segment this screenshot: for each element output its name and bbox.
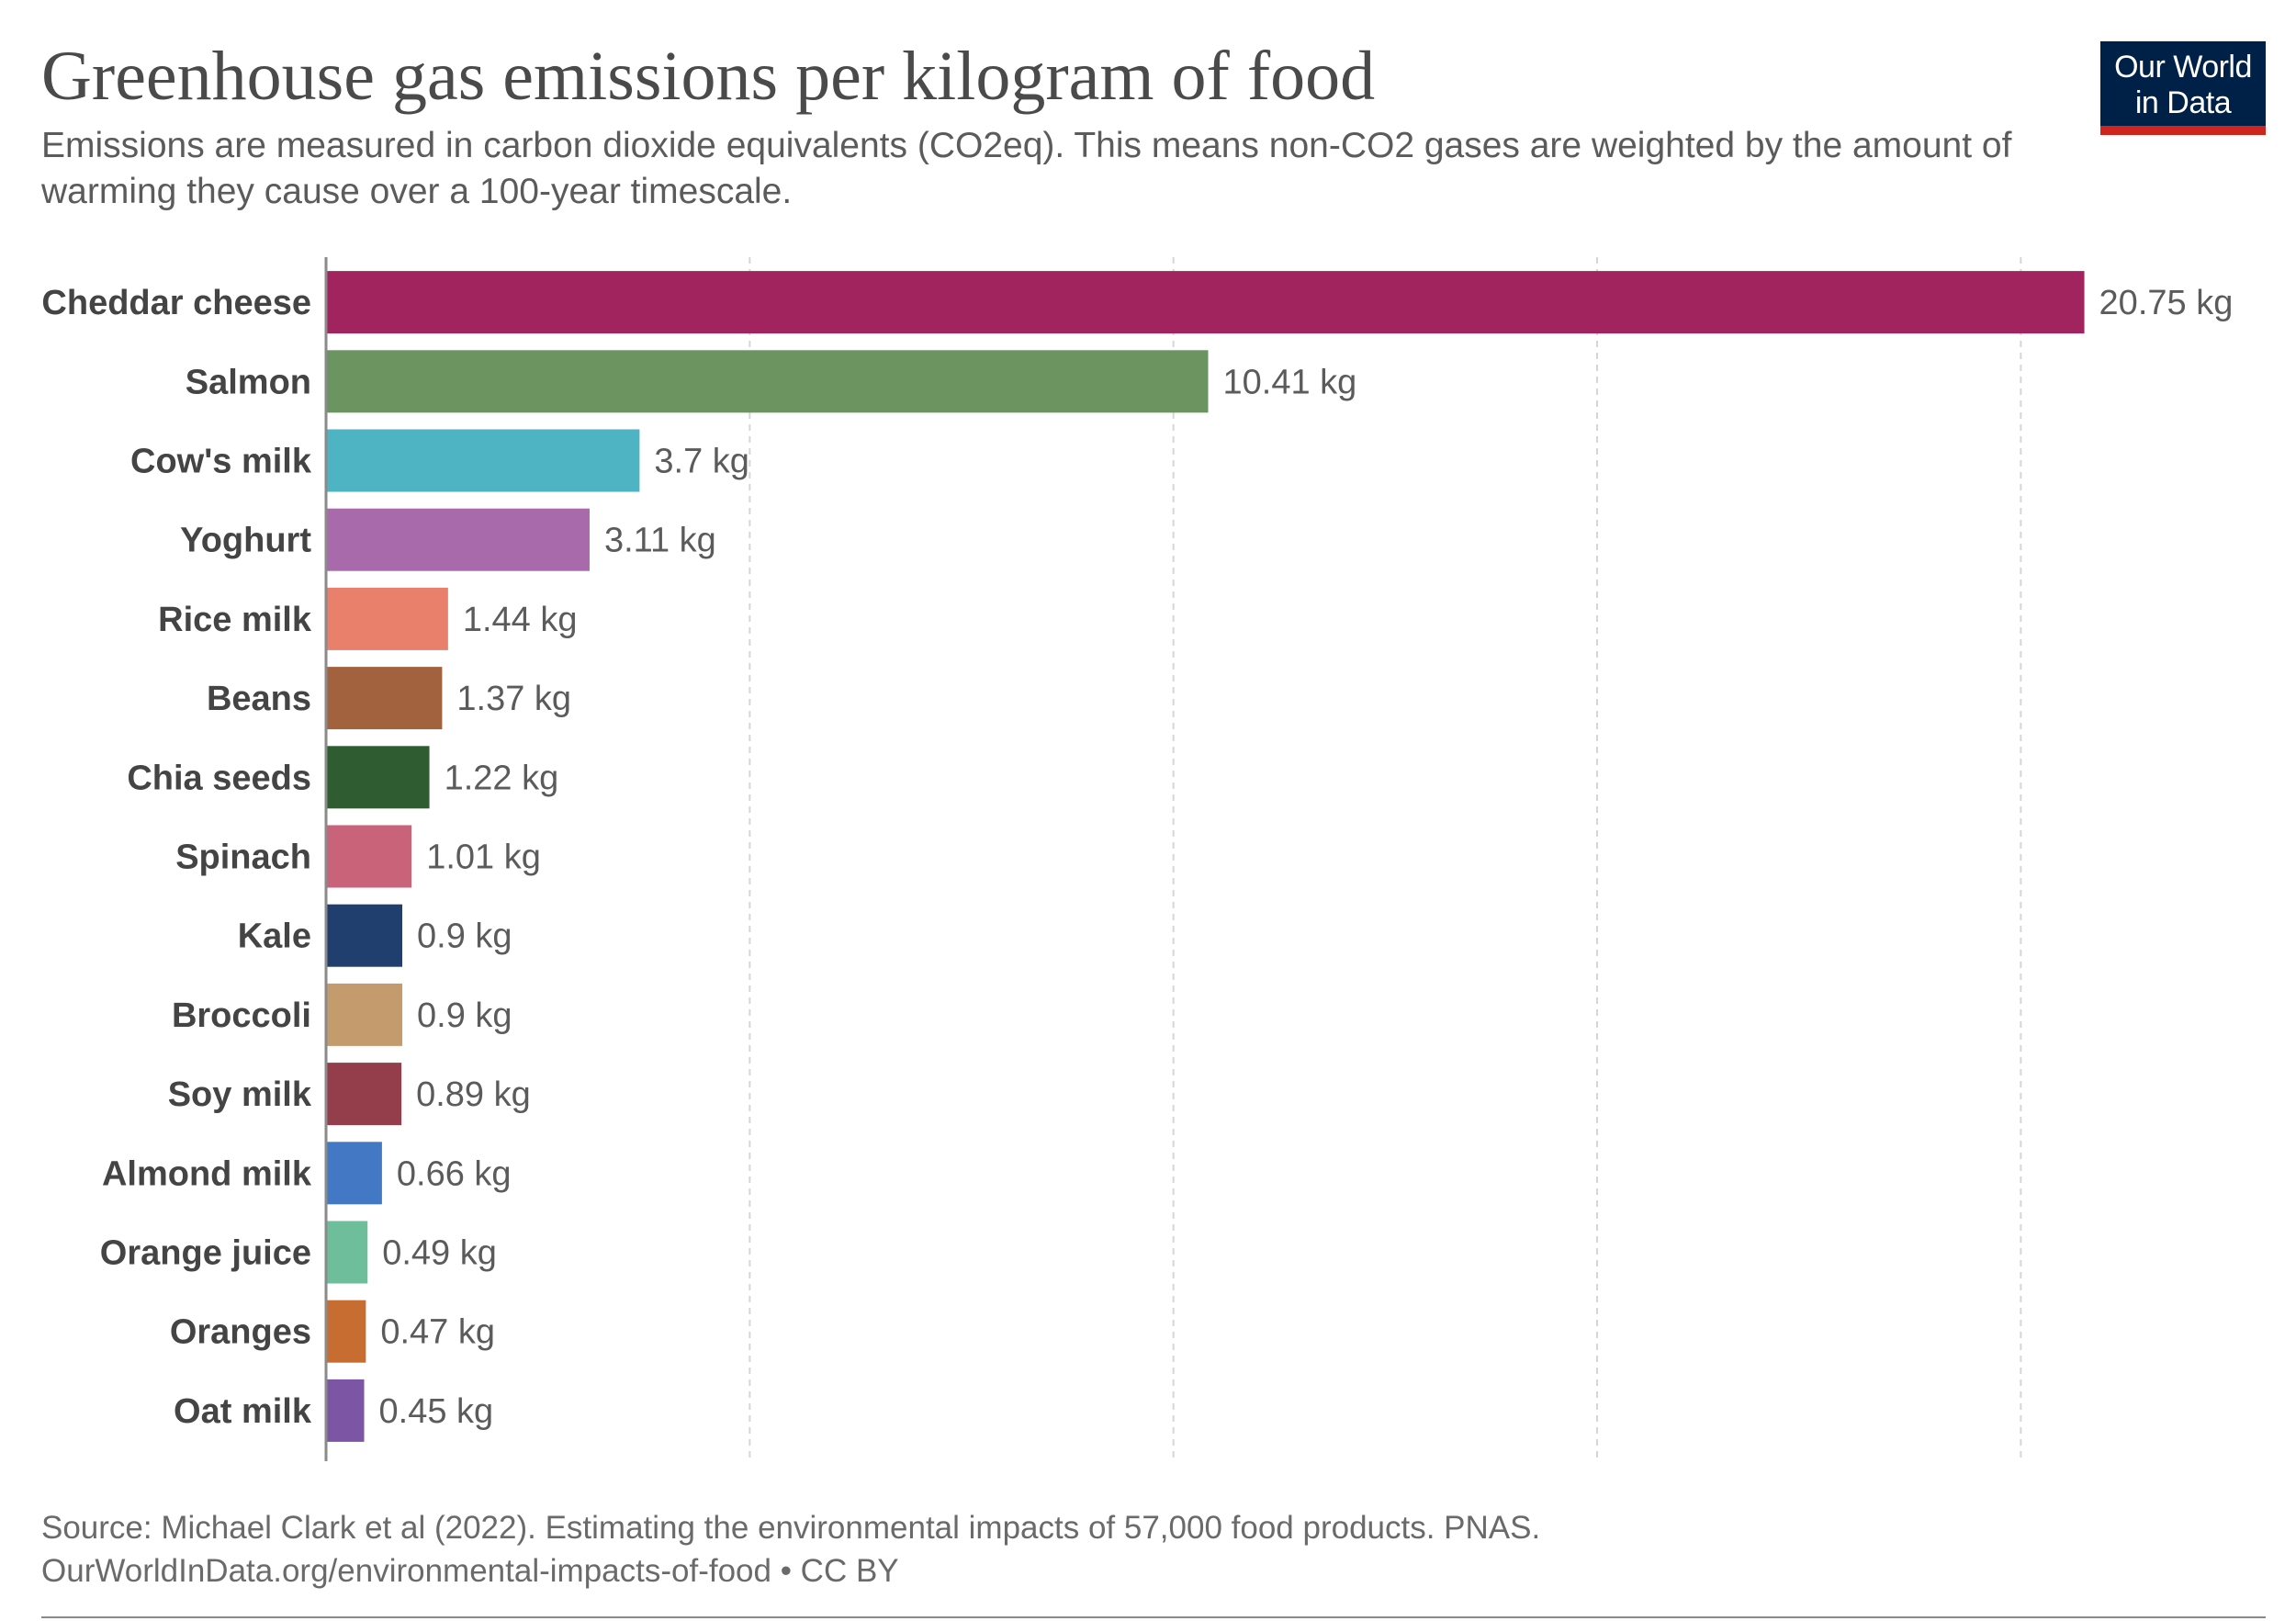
value-label: 0.49 kg xyxy=(382,1234,497,1273)
category-label: Kale xyxy=(238,917,311,956)
value-label: 10.41 kg xyxy=(1223,363,1357,401)
category-label: Soy milk xyxy=(168,1075,312,1114)
value-label: 0.45 kg xyxy=(379,1392,494,1431)
value-label: 3.7 kg xyxy=(654,443,749,481)
category-label: Salmon xyxy=(186,363,311,401)
value-label: 1.44 kg xyxy=(463,601,578,639)
bar-oranges[interactable] xyxy=(326,1300,366,1363)
value-label: 3.11 kg xyxy=(604,522,716,560)
category-label: Chia seeds xyxy=(127,759,311,797)
source-line-2[interactable]: OurWorldInData.org/environmental-impacts… xyxy=(41,1553,899,1589)
logo-line-2: in Data xyxy=(2134,85,2232,120)
category-label: Yoghurt xyxy=(180,522,311,560)
chart-title: Greenhouse gas emissions per kilogram of… xyxy=(41,38,1376,115)
bar-salmon[interactable] xyxy=(326,350,1209,413)
bar-kale[interactable] xyxy=(326,904,403,967)
bar-spinach[interactable] xyxy=(326,825,412,888)
value-label: 20.75 kg xyxy=(2099,284,2234,322)
source-line-1: Source: Michael Clark et al (2022). Esti… xyxy=(41,1510,1541,1546)
category-label: Oat milk xyxy=(174,1392,312,1431)
bar-soy-milk[interactable] xyxy=(326,1063,402,1126)
logo-line-1: Our World xyxy=(2114,50,2252,84)
bar-orange-juice[interactable] xyxy=(326,1221,368,1284)
bar-rice-milk[interactable] xyxy=(326,587,448,650)
bar-cheddar-cheese[interactable] xyxy=(326,271,2085,334)
category-label: Rice milk xyxy=(158,601,312,639)
value-label: 0.9 kg xyxy=(417,917,512,956)
bar-cow-s-milk[interactable] xyxy=(326,429,640,492)
bar-yoghurt[interactable] xyxy=(326,508,590,571)
value-label: 0.9 kg xyxy=(417,996,512,1035)
value-label: 0.47 kg xyxy=(380,1313,495,1352)
bar-beans[interactable] xyxy=(326,667,443,730)
bar-broccoli[interactable] xyxy=(326,983,403,1046)
bar-chia-seeds[interactable] xyxy=(326,746,430,809)
category-label: Cheddar cheese xyxy=(41,284,311,322)
source-note: Source: Michael Clark et al (2022). Esti… xyxy=(41,1506,1540,1593)
category-label: Broccoli xyxy=(172,996,311,1035)
category-label: Almond milk xyxy=(102,1154,312,1193)
value-label: 1.01 kg xyxy=(426,839,541,877)
bar-almond-milk[interactable] xyxy=(326,1142,382,1205)
value-label: 1.22 kg xyxy=(445,759,559,797)
value-label: 0.89 kg xyxy=(416,1075,531,1114)
bottom-divider xyxy=(41,1616,2266,1618)
owid-logo[interactable]: Our World in Data xyxy=(2100,41,2266,135)
category-label: Spinach xyxy=(175,839,311,877)
category-label: Orange juice xyxy=(100,1234,311,1273)
category-label: Beans xyxy=(207,680,311,718)
value-label: 1.37 kg xyxy=(456,680,571,718)
bar-oat-milk[interactable] xyxy=(326,1379,365,1442)
chart-subtitle: Emissions are measured in carbon dioxide… xyxy=(41,126,2012,211)
category-label: Oranges xyxy=(170,1313,311,1352)
category-label: Cow's milk xyxy=(130,443,312,481)
value-label: 0.66 kg xyxy=(397,1154,512,1193)
